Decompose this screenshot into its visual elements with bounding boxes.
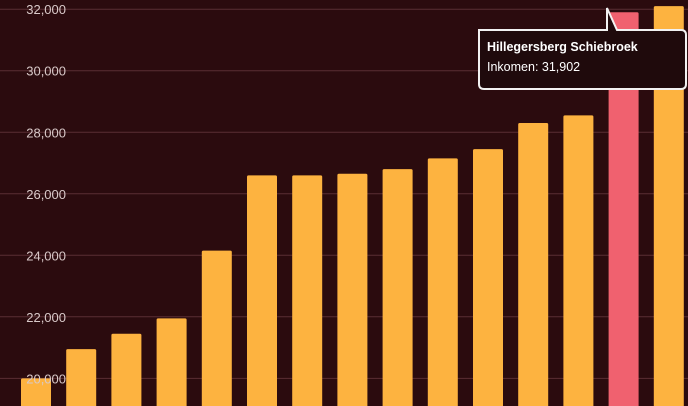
bar[interactable] [337,173,368,406]
bar[interactable] [473,149,503,406]
tooltip-box [478,7,687,90]
bar[interactable] [247,175,277,406]
y-tick-label: 20,000 [26,371,66,386]
bar[interactable] [427,158,458,406]
tooltip-title: Hillegersberg Schiebroek [487,40,638,54]
y-tick-label: 30,000 [26,64,66,79]
bar[interactable] [66,349,97,406]
bar[interactable] [653,6,684,406]
y-tick-label: 28,000 [26,125,66,140]
bar[interactable] [156,318,187,406]
y-tick-label: 26,000 [26,187,66,202]
y-axis-labels: 20,000 22,000 24,000 26,000 28,000 30,000 32,0… [26,2,66,386]
bar[interactable] [292,175,323,406]
tooltip: Hillegersberg Schiebroek Inkomen: 31,902 [478,7,687,90]
y-tick-label: 32,000 [26,2,66,17]
tooltip-separator: : [535,60,542,74]
y-tick-label: 24,000 [26,248,66,263]
bar[interactable] [518,123,549,406]
tooltip-body: Inkomen: 31,902 [487,60,580,74]
bar-highlighted[interactable] [608,12,639,406]
bar[interactable] [201,250,232,406]
bars-group [21,6,684,406]
tooltip-value-label: Inkomen [487,60,535,74]
bar[interactable] [563,115,594,406]
bar[interactable] [111,333,142,406]
bar[interactable] [382,169,413,406]
y-tick-label: 22,000 [26,310,66,325]
tooltip-value: 31,902 [542,60,580,74]
bar[interactable] [21,378,51,406]
